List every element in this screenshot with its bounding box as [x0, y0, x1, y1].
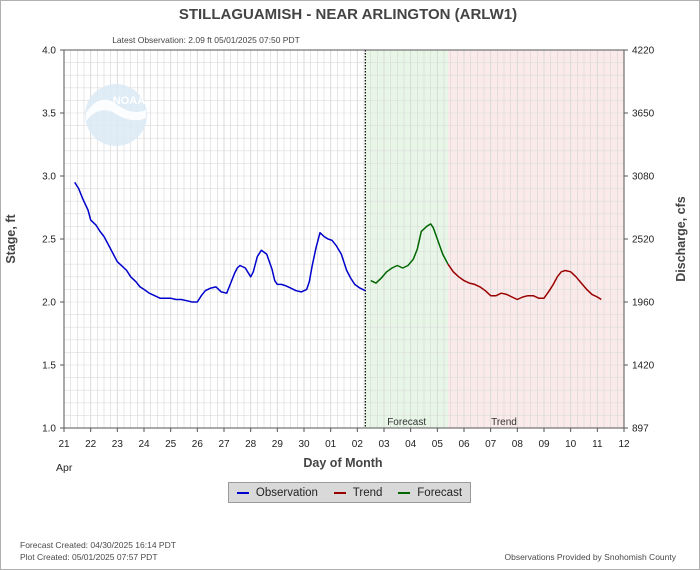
x-tick-label: 28	[245, 439, 257, 450]
y2-tick-label: 3650	[632, 109, 655, 120]
y2-axis-label: Discharge, cfs	[674, 196, 688, 282]
legend-label-forecast: Forecast	[417, 486, 463, 499]
grid-lines	[63, 49, 625, 429]
x-tick-label: 07	[485, 439, 497, 450]
x-tick-label: 25	[165, 439, 177, 450]
legend-item-observation: Observation	[236, 486, 318, 499]
x-tick-label: 08	[512, 439, 524, 450]
latest-observation: Latest Observation: 2.09 ft 05/01/2025 0…	[112, 35, 300, 45]
footer-provided-by: Observations Provided by Snohomish Count…	[504, 552, 676, 562]
axes: 21 22 23 24 25 26 27 28 29 30 01 02 03 04 05 06 07 08 09 10…	[42, 46, 655, 451]
legend: Observation Trend Forecast	[228, 482, 471, 503]
noaa-logo: NOAA	[85, 84, 147, 146]
legend-item-forecast: Forecast	[398, 487, 462, 499]
x-tick-label: 22	[85, 439, 97, 450]
x-tick-label: 02	[352, 439, 364, 450]
x-tick-label: 26	[192, 439, 204, 450]
legend-label-observation: Observation	[255, 486, 318, 499]
series-line-forecast	[370, 223, 449, 284]
legend-swatch-forecast	[398, 491, 411, 494]
x-tick-label: 29	[272, 439, 284, 450]
y-tick-label: 2.5	[42, 235, 56, 246]
y-tick-label: 3.5	[42, 109, 56, 120]
y2-tick-label: 3080	[632, 172, 655, 183]
y2-tick-label: 4220	[632, 46, 655, 57]
y2-tick-label: 897	[632, 424, 649, 435]
y-tick-label: 3.0	[42, 172, 56, 183]
forecast-created-text: Forecast Created: 04/30/2025 16:14 PDT	[20, 540, 176, 550]
region-labels: Forecast Trend	[387, 417, 517, 428]
trend-region-label: Trend	[491, 417, 517, 428]
x-tick-label: 27	[218, 439, 230, 450]
x-tick-label: 09	[538, 439, 550, 450]
y-tick-label: 1.0	[42, 424, 56, 435]
y-tick-label: 2.0	[42, 298, 56, 309]
legend-swatch-observation	[236, 491, 249, 494]
legend-label-trend: Trend	[352, 486, 383, 499]
x-tick-label: 03	[378, 439, 390, 450]
forecast-region-label: Forecast	[387, 417, 426, 428]
chart-title: STILLAGUAMISH - NEAR ARLINGTON (ARLW1)	[179, 6, 517, 23]
x-axis-label: Day of Month	[303, 456, 382, 470]
x-tick-label: 01	[325, 439, 337, 450]
plot-created-text: Plot Created: 05/01/2025 07:57 PDT	[20, 552, 158, 562]
noaa-logo-text: NOAA	[113, 95, 145, 107]
legend-item-trend: Trend	[333, 486, 383, 499]
x-month-label: Apr	[56, 462, 73, 474]
x-tick-label: 21	[58, 439, 70, 450]
y-tick-label: 4.0	[42, 46, 56, 57]
footer-created: Forecast Created: 04/30/2025 16:14 PDT P…	[20, 539, 176, 563]
x-tick-label: 05	[432, 439, 444, 450]
series-lines	[74, 181, 602, 303]
y2-tick-label: 1960	[632, 298, 655, 309]
x-tick-label: 12	[618, 439, 630, 450]
series-line-observation	[74, 181, 366, 303]
y-tick-label: 1.5	[42, 361, 56, 372]
x-tick-label: 04	[405, 439, 417, 450]
x-tick-label: 06	[458, 439, 470, 450]
y2-tick-label: 2520	[632, 235, 655, 246]
legend-swatch-trend	[333, 491, 346, 494]
x-tick-label: 11	[592, 439, 603, 450]
y-axis-label: Stage, ft	[4, 214, 18, 264]
x-tick-label: 30	[298, 439, 310, 450]
x-tick-label: 23	[112, 439, 124, 450]
series-line-trend	[447, 263, 602, 301]
x-tick-label: 24	[138, 439, 150, 450]
x-tick-label: 10	[565, 439, 577, 450]
y2-tick-label: 1420	[632, 361, 655, 372]
